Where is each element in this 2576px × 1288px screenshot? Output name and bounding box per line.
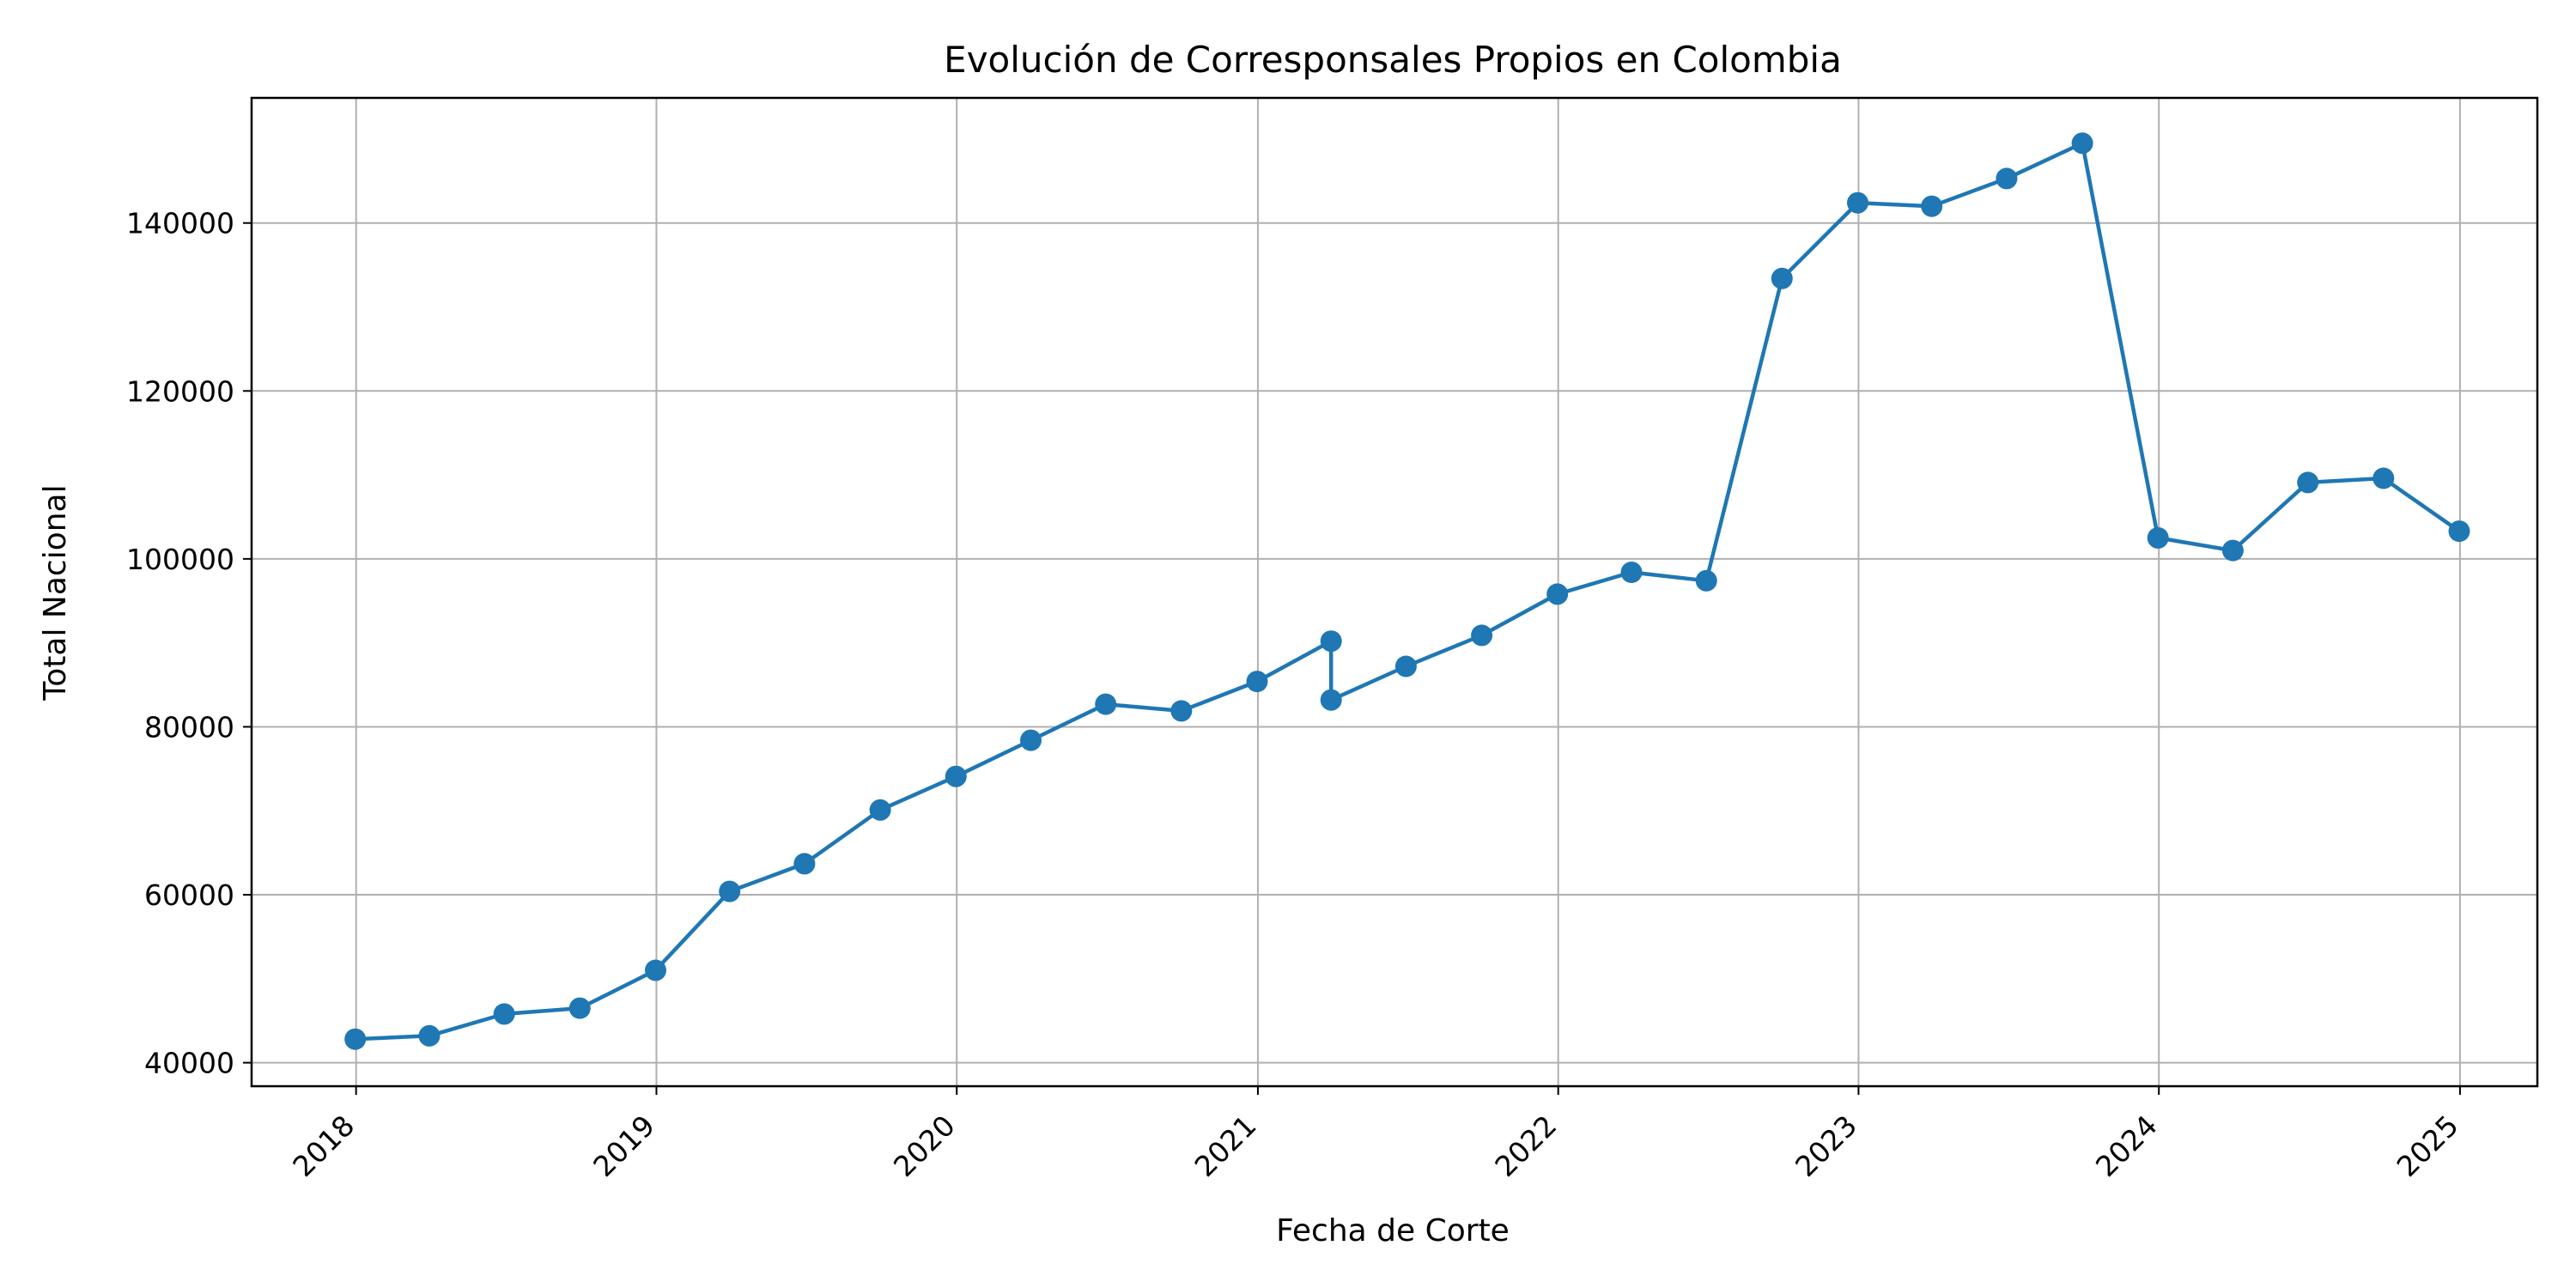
- data-point: [1847, 191, 1868, 214]
- grid-layer: [252, 98, 2537, 1086]
- data-point: [645, 959, 666, 981]
- data-point: [1394, 655, 1417, 677]
- x-axis-title: Fecha de Corte: [1276, 1213, 1510, 1249]
- plot-frame: [250, 96, 2539, 1088]
- data-point: [344, 1028, 367, 1050]
- data-point: [1246, 671, 1268, 693]
- y-axis-title: Total Nacional: [38, 484, 73, 701]
- data-point: [2448, 520, 2470, 543]
- y-tick-label: 140000: [126, 207, 234, 240]
- y-tick-label: 100000: [126, 543, 234, 576]
- data-point: [1095, 693, 1117, 715]
- data-point: [1546, 583, 1569, 605]
- data-point: [793, 853, 816, 875]
- data-point: [1695, 569, 1717, 592]
- data-point: [1320, 630, 1342, 653]
- y-tick-label: 40000: [144, 1047, 234, 1080]
- data-point: [945, 765, 967, 787]
- data-point: [2071, 132, 2093, 155]
- data-point: [1620, 562, 1643, 583]
- data-point: [2221, 539, 2244, 562]
- data-point: [1471, 624, 1493, 647]
- data-point: [1170, 700, 1193, 722]
- data-point: [869, 799, 891, 821]
- y-tick-label: 80000: [144, 710, 234, 744]
- y-tick-label: 60000: [144, 878, 234, 912]
- series-line: [355, 141, 2461, 1042]
- y-tick-label: 120000: [126, 374, 234, 408]
- data-point: [2147, 526, 2169, 549]
- data-point: [2297, 471, 2319, 494]
- data-point: [2372, 467, 2395, 489]
- data-point: [1771, 267, 1793, 289]
- data-point: [568, 997, 591, 1019]
- chart-title: Evolución de Corresponsales Propios en C…: [944, 39, 1842, 81]
- data-point: [1320, 689, 1342, 711]
- data-point: [493, 1003, 515, 1025]
- data-point: [1996, 167, 2018, 190]
- data-point: [719, 880, 741, 902]
- series-layer: [344, 132, 2470, 1050]
- data-point: [418, 1024, 440, 1047]
- data-point: [1020, 729, 1042, 751]
- data-point: [1921, 195, 1943, 217]
